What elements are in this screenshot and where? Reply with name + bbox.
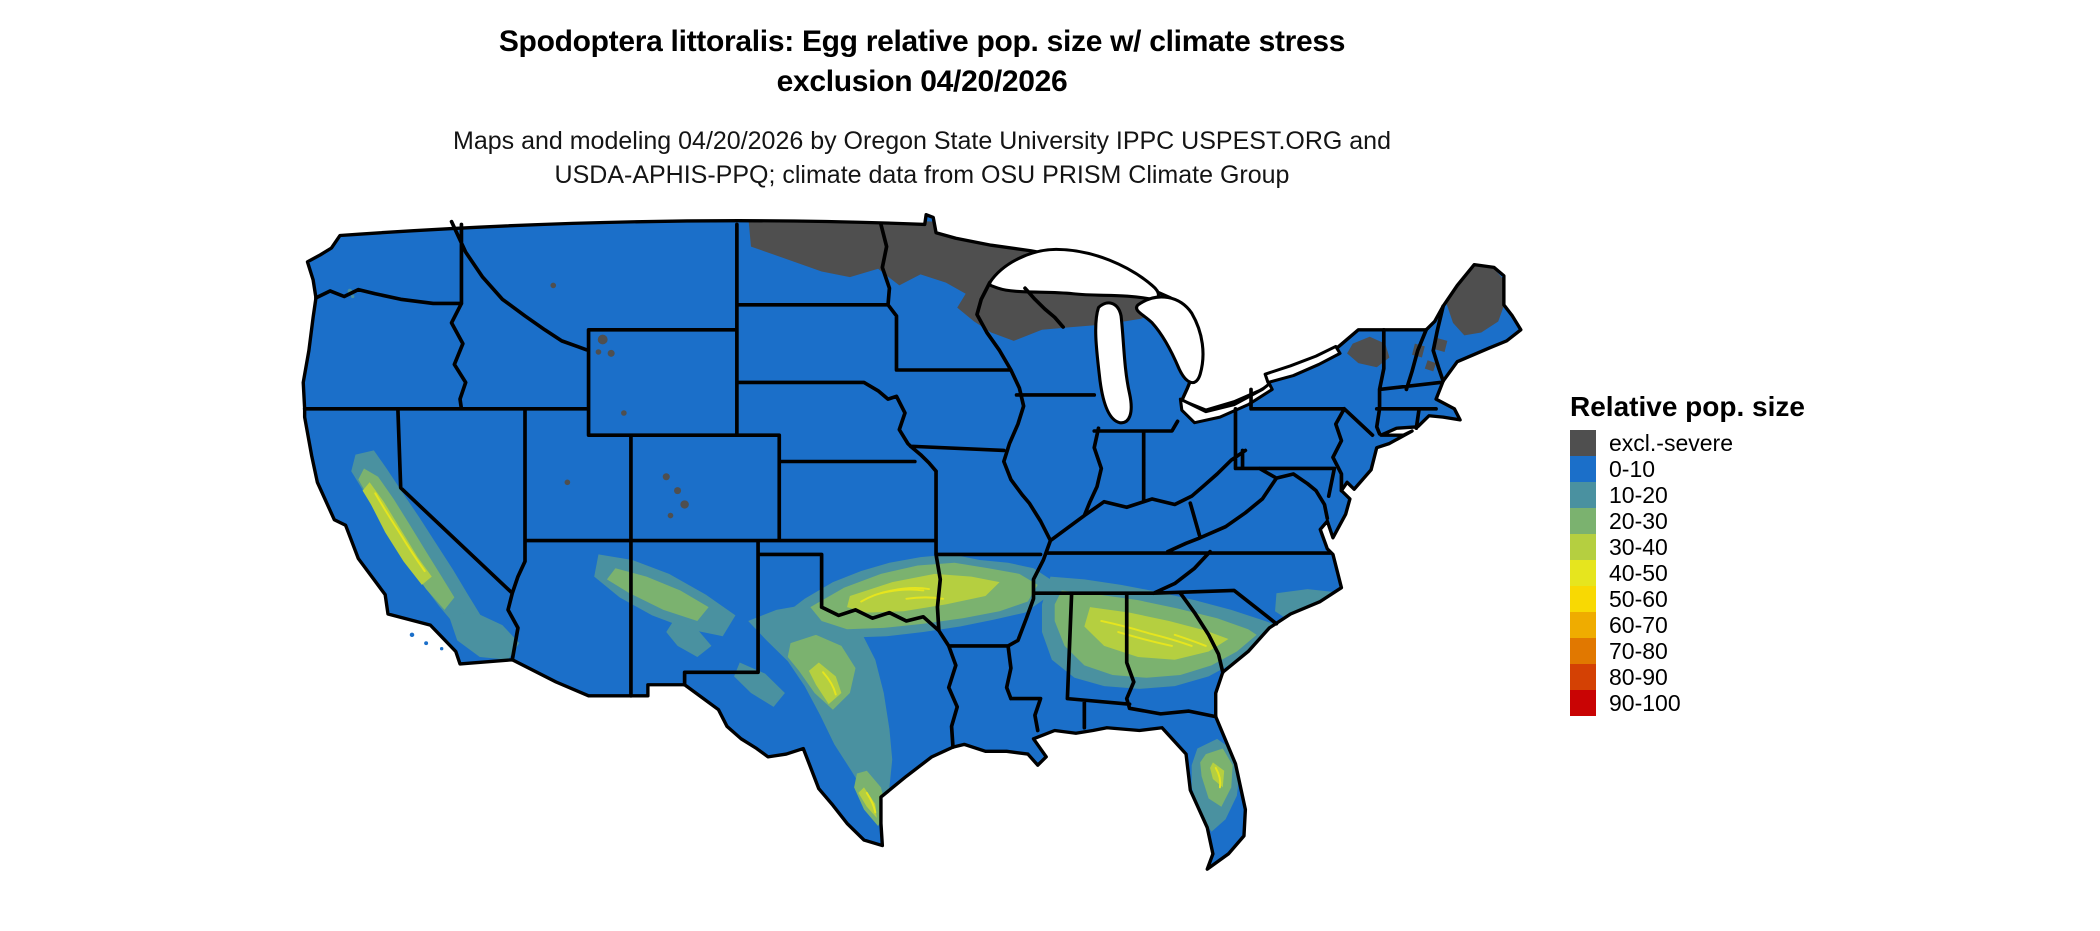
legend-label: 70-80 bbox=[1609, 638, 1668, 664]
map-subtitle-line2: USDA-APHIS-PPQ; climate data from OSU PR… bbox=[554, 161, 1290, 189]
map-subtitle: Maps and modeling 04/20/2026 by Oregon S… bbox=[0, 124, 1844, 192]
legend-label: 0-10 bbox=[1609, 456, 1656, 482]
legend-swatch-icon bbox=[1570, 560, 1596, 586]
legend-swatch-icon bbox=[1570, 586, 1596, 612]
legend-item: 60-70 bbox=[1570, 612, 1850, 638]
legend-label: excl.-severe bbox=[1609, 430, 1733, 456]
state-borders bbox=[302, 219, 1445, 749]
legend-item: 50-60 bbox=[1570, 586, 1850, 612]
legend-swatch-icon bbox=[1570, 664, 1596, 690]
legend-label: 50-60 bbox=[1609, 586, 1668, 612]
legend-swatch-icon bbox=[1570, 508, 1596, 534]
legend-swatch-icon bbox=[1570, 430, 1596, 456]
lake-michigan bbox=[1094, 301, 1133, 425]
legend-label: 60-70 bbox=[1609, 612, 1668, 638]
legend-item: 10-20 bbox=[1570, 482, 1850, 508]
legend-item: 80-90 bbox=[1570, 664, 1850, 690]
legend-item: 90-100 bbox=[1570, 690, 1850, 716]
page: { "title": { "line1": "Spodoptera littor… bbox=[0, 22, 1850, 871]
channel-islands bbox=[409, 632, 444, 651]
great-lakes bbox=[987, 247, 1342, 425]
legend-swatch-icon bbox=[1570, 690, 1596, 716]
legend-label: 20-30 bbox=[1609, 508, 1668, 534]
lake-huron bbox=[1135, 295, 1205, 385]
legend-item: excl.-severe bbox=[1570, 430, 1850, 456]
map-fill-regions bbox=[303, 214, 1521, 870]
legend-swatch-icon bbox=[1570, 638, 1596, 664]
map-title-line2: exclusion 04/20/2026 bbox=[776, 65, 1068, 98]
legend-label: 10-20 bbox=[1609, 482, 1668, 508]
legend-label: 40-50 bbox=[1609, 560, 1668, 586]
legend-swatch-icon bbox=[1570, 612, 1596, 638]
legend-item: 0-10 bbox=[1570, 456, 1850, 482]
lake-erie bbox=[1178, 382, 1274, 425]
legend-label: 30-40 bbox=[1609, 534, 1668, 560]
legend-label: 90-100 bbox=[1609, 690, 1681, 716]
legend-items: excl.-severe 0-10 10-20 20-30 30-40 40-50 50-6… bbox=[1570, 430, 1850, 716]
legend-item: 40-50 bbox=[1570, 560, 1850, 586]
legend-label: 80-90 bbox=[1609, 664, 1668, 690]
yellowgreen-30-40-region bbox=[362, 482, 1229, 818]
legend-item: 30-40 bbox=[1570, 534, 1850, 560]
legend: Relative pop. size excl.-severe 0-10 10-20… bbox=[1570, 392, 1850, 716]
conus-outline bbox=[301, 213, 1523, 871]
us-map-container bbox=[186, 205, 1542, 926]
map-subtitle-line1: Maps and modeling 04/20/2026 by Oregon S… bbox=[453, 127, 1391, 155]
legend-item: 20-30 bbox=[1570, 508, 1850, 534]
lake-ontario bbox=[1263, 344, 1342, 385]
legend-swatch-icon bbox=[1570, 482, 1596, 508]
yellow-40-50-streaks bbox=[374, 492, 1222, 814]
map-title: Spodoptera littoralis: Egg relative pop.… bbox=[0, 22, 1844, 102]
legend-item: 70-80 bbox=[1570, 638, 1850, 664]
us-map bbox=[301, 213, 1523, 871]
map-title-line1: Spodoptera littoralis: Egg relative pop.… bbox=[498, 25, 1346, 58]
base-fill-0-10 bbox=[303, 214, 1521, 870]
legend-swatch-icon bbox=[1570, 534, 1596, 560]
legend-title: Relative pop. size bbox=[1570, 391, 1805, 422]
legend-swatch-icon bbox=[1570, 456, 1596, 482]
